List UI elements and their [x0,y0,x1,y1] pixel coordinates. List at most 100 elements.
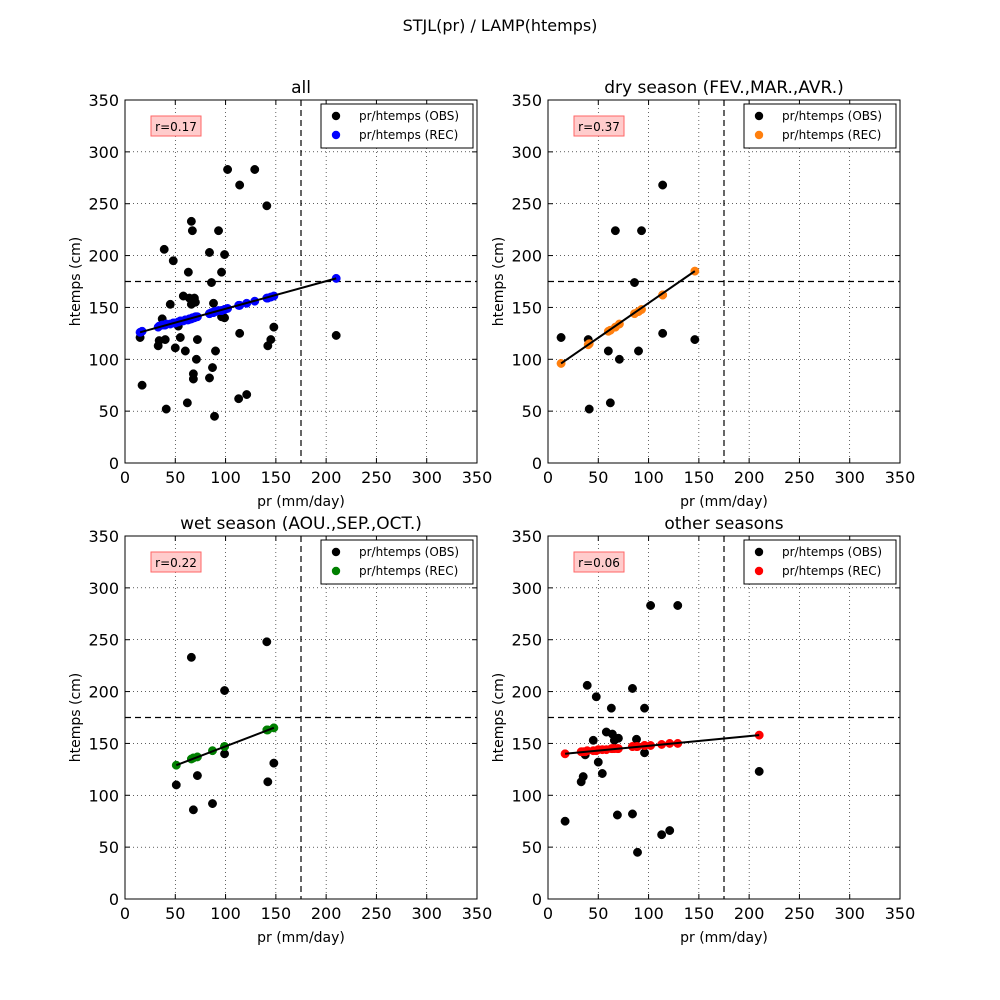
obs-point [191,354,201,364]
legend-label: pr/htemps (REC) [359,128,458,142]
obs-point [613,733,623,743]
y-tick-label: 200 [88,683,119,702]
obs-point [165,299,175,309]
y-tick-label: 0 [532,890,542,909]
subplot-4: 0 50 100 150 200 250 300 350 0 50 100 150 200 250 300 3… [491,514,915,946]
legend-marker [754,111,764,121]
obs-point [220,686,230,695]
y-tick-label: 150 [511,298,542,317]
obs-point [235,180,245,190]
x-tick-label: 50 [165,468,185,487]
x-axis-label: pr (mm/day) [257,494,345,510]
legend-frame [320,539,474,585]
x-tick-label: 50 [165,904,185,923]
x-tick-label: 150 [684,468,715,487]
obs-point [205,373,214,383]
legend: pr/htemps (OBS) pr/htemps (REC) [320,103,474,149]
y-axis-label: htemps (cm) [491,237,507,327]
obs-point [588,735,598,745]
correlation-box [150,115,202,137]
obs-point [180,346,190,356]
y-tick-label: 100 [88,350,119,369]
y-tick-label: 250 [511,195,542,214]
x-tick-label: 150 [261,904,292,923]
y-tick-label: 200 [88,247,119,266]
obs-point [263,777,273,787]
axes-frame [547,99,901,464]
x-tick-label: 100 [633,468,664,487]
data-layer [556,180,700,414]
x-tick-label: 350 [885,468,916,487]
regression-line [175,726,275,767]
x-tick-label: 350 [462,904,493,923]
obs-point [628,809,637,819]
obs-point [182,398,192,408]
y-tick-label: 350 [88,91,119,110]
obs-point [161,404,171,414]
legend-label: pr/htemps (REC) [359,564,458,578]
obs-point [168,256,178,266]
obs-point [234,394,244,404]
legend-label: pr/htemps (OBS) [782,109,882,123]
x-tick-label: 300 [834,904,865,923]
legend-marker [331,111,341,121]
x-axis-label: pr (mm/day) [257,930,345,946]
legend-frame [320,103,474,149]
y-tick-label: 300 [88,579,119,598]
y-tick-label: 350 [511,527,542,546]
obs-point [220,250,230,259]
legend: pr/htemps (OBS) pr/htemps (REC) [320,539,474,585]
y-tick-label: 250 [511,631,542,650]
legend-label: pr/htemps (OBS) [359,109,459,123]
y-tick-label: 100 [511,786,542,805]
obs-point [186,652,196,662]
x-tick-label: 200 [311,468,342,487]
subplot-1: 0 50 100 150 200 250 300 350 0 50 100 150 200 250 300 3… [68,78,492,510]
correlation-label: r=0.22 [155,556,197,570]
legend-marker [754,566,764,576]
obs-point [205,248,214,257]
obs-point [593,757,603,767]
obs-point [658,180,668,190]
axes-frame [124,99,478,464]
obs-point [578,772,588,782]
obs-point [170,343,180,353]
x-tick-label: 50 [588,468,608,487]
y-tick-label: 300 [511,143,542,162]
obs-point [269,758,279,768]
obs-point [658,328,668,338]
obs-point [614,354,624,364]
y-tick-label: 50 [99,838,119,857]
x-tick-label: 300 [411,904,442,923]
obs-point [242,390,252,399]
correlation-box [573,551,625,573]
obs-point [209,298,218,308]
correlation-label: r=0.06 [578,556,620,570]
y-tick-label: 150 [511,734,542,753]
obs-point [188,374,198,384]
x-tick-label: 250 [784,904,815,923]
obs-point [630,278,639,287]
obs-point [217,267,226,277]
x-tick-label: 350 [885,904,916,923]
obs-point [208,363,217,373]
obs-point [192,771,202,781]
regression-line [565,734,760,755]
data-layer [135,165,341,421]
axes-frame [547,535,901,900]
regression-line [560,270,696,365]
obs-point [560,816,570,826]
obs-point [582,680,592,690]
legend-frame [743,539,897,585]
subplot-title: other seasons [664,514,783,534]
obs-point [160,335,170,345]
correlation-box [150,551,202,573]
x-tick-label: 200 [311,904,342,923]
obs-point [269,322,279,332]
y-tick-label: 250 [88,631,119,650]
subplot-title: wet season (AOU.,SEP.,OCT.) [180,514,422,534]
obs-point [223,165,233,174]
legend-frame [743,103,897,149]
legend-marker [754,547,764,557]
